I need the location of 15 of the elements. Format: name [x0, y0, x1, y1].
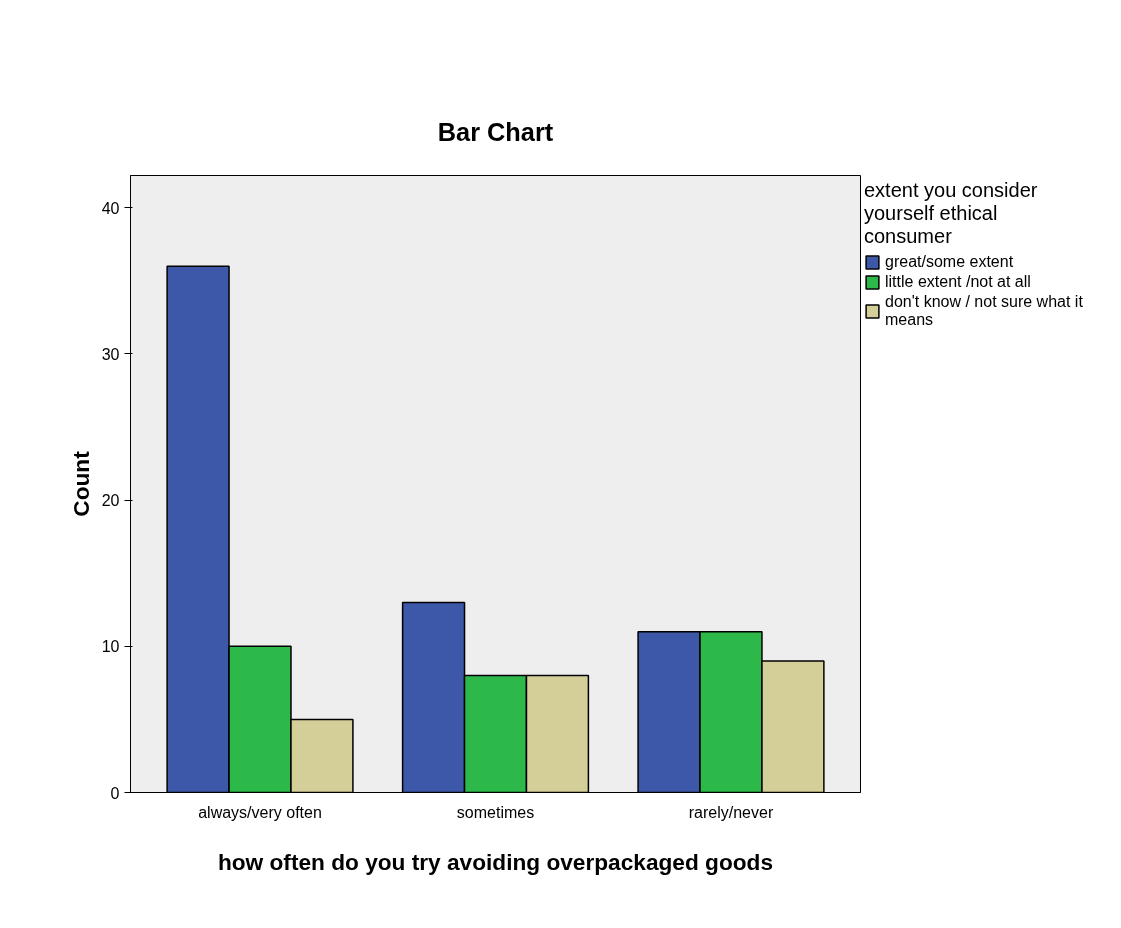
- y-axis-title: Count: [67, 450, 94, 517]
- chart-title: Bar Chart: [437, 117, 554, 146]
- y-tick-label: 30: [101, 345, 120, 363]
- legend-label: little extent /not at all: [885, 273, 1031, 291]
- legend-label: don't know / not sure what it means: [885, 293, 1083, 329]
- y-tick-label: 10: [101, 638, 120, 656]
- x-tick-label: sometimes: [456, 803, 535, 821]
- y-tick-label: 20: [101, 492, 120, 510]
- x-tick-label: always/very often: [198, 803, 322, 821]
- x-axis-title: how often do you try avoiding overpackaged goods: [217, 848, 774, 875]
- x-tick-label: rarely/never: [688, 803, 774, 821]
- y-tick-label: 0: [110, 784, 120, 802]
- legend-title: extent you consider yourself ethical consumer: [864, 179, 1039, 248]
- y-tick-label: 40: [101, 199, 120, 217]
- legend-label: great/some extent: [885, 253, 1014, 271]
